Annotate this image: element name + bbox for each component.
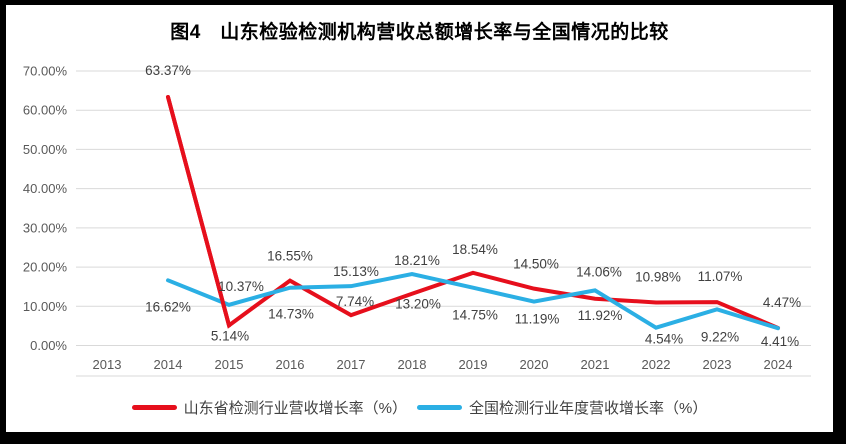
x-axis-label: 2018 — [398, 357, 427, 372]
data-label-shandong: 16.55% — [267, 249, 313, 264]
data-label-national: 9.22% — [701, 329, 739, 344]
x-axis-label: 2019 — [459, 357, 488, 372]
legend-swatch-shandong-line-icon — [131, 405, 177, 410]
data-label-shandong: 63.37% — [145, 63, 191, 78]
legend-label-shandong: 山东省检测行业营收增长率（%） — [183, 400, 407, 417]
legend: 山东省检测行业营收增长率（%） 全国检测行业年度营收增长率（%） — [6, 397, 833, 418]
series-line-national — [166, 272, 780, 331]
x-axis-label: 2022 — [642, 357, 671, 372]
y-axis-tick-label: 30.00% — [23, 220, 68, 235]
data-label-national: 14.75% — [452, 308, 498, 323]
series-line-shandong-overdraw — [166, 95, 231, 328]
x-axis-label: 2023 — [703, 357, 732, 372]
x-axis-label: 2016 — [276, 357, 305, 372]
data-label-national: 4.54% — [645, 332, 683, 347]
x-axis-label: 2021 — [581, 357, 610, 372]
data-label-national: 4.41% — [761, 334, 799, 349]
y-axis-tick-label: 20.00% — [23, 260, 68, 275]
data-label-shandong: 11.92% — [578, 308, 623, 323]
y-axis-tick-label: 0.00% — [30, 338, 67, 353]
y-axis-tick-label: 50.00% — [23, 142, 68, 157]
y-axis-tick-label: 70.00% — [23, 64, 68, 79]
data-label-shandong: 4.47% — [763, 295, 801, 310]
y-axis-tick-label: 10.00% — [23, 299, 68, 314]
x-axis-label: 2024 — [764, 357, 793, 372]
data-label-shandong: 10.98% — [635, 269, 681, 284]
data-label-shandong: 13.20% — [395, 297, 441, 312]
x-axis-label: 2014 — [154, 357, 183, 372]
y-axis-tick-label: 60.00% — [23, 103, 68, 118]
data-label-national: 14.06% — [576, 264, 622, 279]
legend-item-national: 全国检测行业年度营收增长率（%） — [417, 397, 707, 418]
legend-swatch-national-line-icon — [417, 405, 462, 410]
chart-plot-area: 70.00% 60.00% 50.00% 40.00% 30.00% 20.00% 10.0… — [23, 63, 811, 377]
data-label-national: 15.13% — [333, 264, 379, 279]
chart-title: 图4 山东检验检测机构营收总额增长率与全国情况的比较 — [170, 22, 669, 43]
data-label-shandong: 7.74% — [336, 294, 374, 309]
x-axis-label: 2020 — [520, 357, 549, 372]
legend-label-national: 全国检测行业年度营收增长率（%） — [469, 400, 708, 417]
x-axis-label: 2015 — [215, 357, 244, 372]
data-label-shandong: 5.14% — [211, 328, 249, 343]
legend-item-shandong: 山东省检测行业营收增长率（%） — [131, 397, 407, 418]
data-label-national: 10.37% — [218, 279, 264, 294]
y-axis-tick-label: 40.00% — [23, 181, 68, 196]
data-label-shandong: 11.07% — [698, 269, 743, 284]
data-label-shandong: 18.54% — [452, 242, 498, 257]
data-label-national: 14.73% — [268, 307, 314, 322]
data-label-national: 18.21% — [394, 253, 440, 268]
data-label-national: 11.19% — [515, 312, 560, 327]
x-axis-label: 2017 — [337, 357, 366, 372]
x-axis-label: 2013 — [93, 357, 122, 372]
data-label-shandong: 14.50% — [513, 257, 559, 272]
data-label-national: 16.62% — [145, 299, 191, 314]
series-line-shandong — [166, 95, 780, 330]
